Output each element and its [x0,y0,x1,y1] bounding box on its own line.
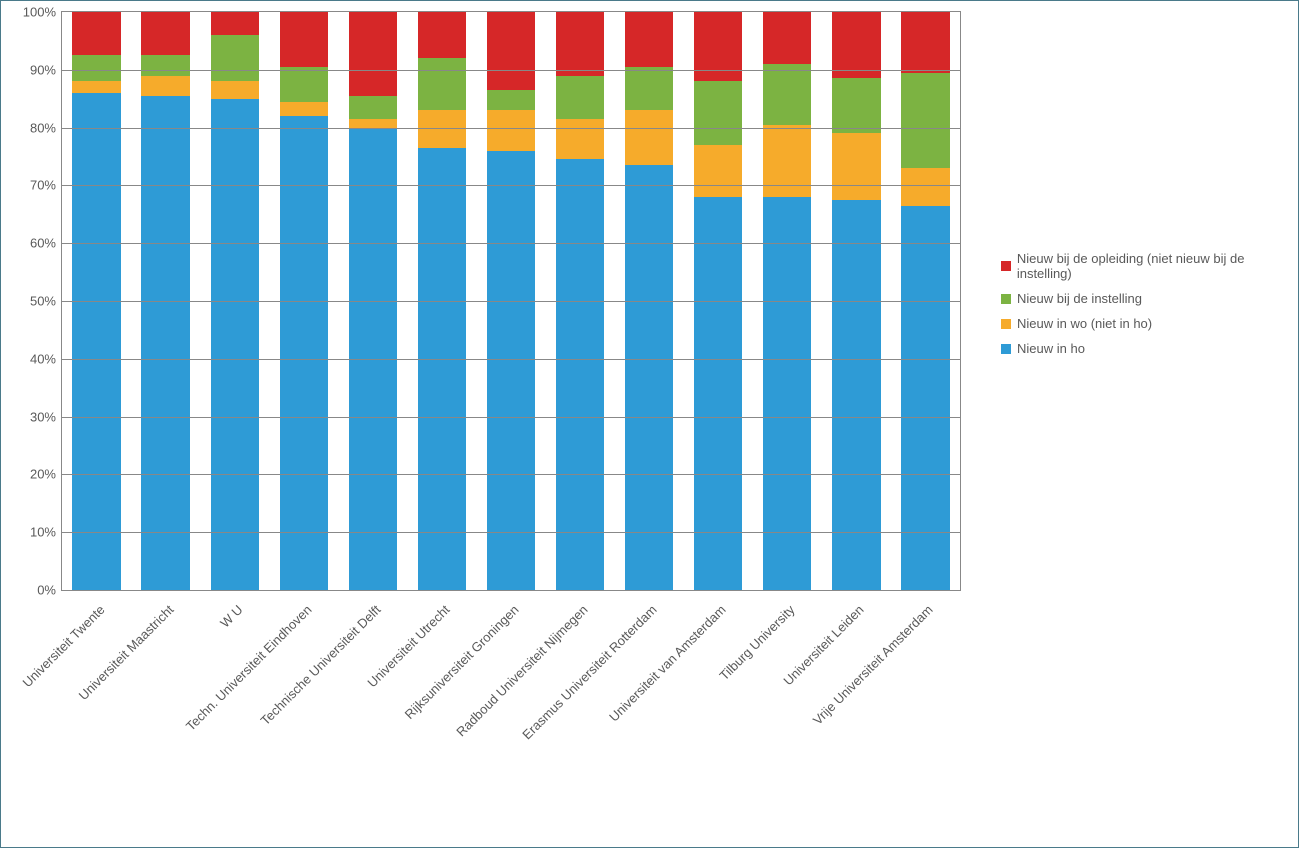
bar-segment-nieuw_in_ho [487,151,535,590]
bar-segment-nieuw_in_wo [832,133,880,199]
y-axis-label: 30% [30,409,56,424]
gridline [62,532,960,533]
bar-segment-nieuw_bij_instelling [487,90,535,110]
bar-segment-nieuw_bij_instelling [72,55,120,81]
legend-item: Nieuw bij de instelling [1001,291,1298,306]
bar-segment-nieuw_in_wo [556,119,604,159]
x-axis-label: Rijksuniversiteit Groningen [402,602,522,722]
bar-segment-nieuw_in_wo [625,110,673,165]
legend-item: Nieuw in ho [1001,341,1298,356]
bar-segment-nieuw_in_wo [280,102,328,116]
x-axis-label: Vrije Universiteit Amsterdam [810,602,936,728]
bar-segment-nieuw_in_ho [211,99,259,590]
gridline [62,417,960,418]
y-axis-label: 20% [30,467,56,482]
bar-segment-nieuw_bij_instelling [901,73,949,168]
y-axis-label: 50% [30,294,56,309]
bar-segment-nieuw_bij_opleiding [694,12,742,81]
x-axis-label: Universiteit van Amsterdam [606,602,728,724]
x-axis-label: Technische Universiteit Delft [257,602,383,728]
gridline [62,128,960,129]
bar-segment-nieuw_bij_instelling [141,55,189,75]
x-axis-label: Techn. Universiteit Eindhoven [183,602,315,734]
legend-item: Nieuw in wo (niet in ho) [1001,316,1298,331]
bar-segment-nieuw_bij_instelling [694,81,742,145]
bar-segment-nieuw_bij_opleiding [763,12,811,64]
y-axis-label: 80% [30,120,56,135]
legend-label: Nieuw bij de opleiding (niet nieuw bij d… [1017,251,1298,281]
legend-label: Nieuw in ho [1017,341,1085,356]
bar-segment-nieuw_bij_opleiding [72,12,120,55]
bar-segment-nieuw_in_wo [72,81,120,93]
bar-segment-nieuw_bij_opleiding [625,12,673,67]
y-axis-label: 40% [30,351,56,366]
bar-segment-nieuw_bij_opleiding [487,12,535,90]
bar-segment-nieuw_bij_opleiding [141,12,189,55]
bar-segment-nieuw_bij_instelling [349,96,397,119]
bar-segment-nieuw_bij_instelling [832,78,880,133]
y-axis-label: 100% [23,5,56,20]
bar-segment-nieuw_bij_instelling [418,58,466,110]
bar-segment-nieuw_in_wo [694,145,742,197]
bar-segment-nieuw_in_wo [211,81,259,98]
legend-label: Nieuw bij de instelling [1017,291,1142,306]
x-axis-label: Erasmus Universiteit Rotterdam [519,602,659,742]
y-axis-label: 60% [30,236,56,251]
bar-segment-nieuw_in_ho [280,116,328,590]
bar-segment-nieuw_in_wo [487,110,535,150]
bar-segment-nieuw_in_ho [72,93,120,590]
gridline [62,185,960,186]
bar-segment-nieuw_in_ho [625,165,673,590]
bar-segment-nieuw_bij_opleiding [556,12,604,76]
bar-segment-nieuw_bij_opleiding [901,12,949,73]
gridline [62,474,960,475]
bar-segment-nieuw_in_wo [901,168,949,206]
bar-segment-nieuw_bij_instelling [763,64,811,125]
legend-swatch [1001,261,1011,271]
y-axis-label: 70% [30,178,56,193]
bar-segment-nieuw_bij_opleiding [418,12,466,58]
bar-segment-nieuw_bij_opleiding [832,12,880,78]
legend: Nieuw bij de opleiding (niet nieuw bij d… [1001,251,1298,366]
bar-segment-nieuw_bij_opleiding [211,12,259,35]
bar-segment-nieuw_bij_opleiding [349,12,397,96]
bar-segment-nieuw_bij_opleiding [280,12,328,67]
legend-swatch [1001,319,1011,329]
legend-swatch [1001,294,1011,304]
bar-segment-nieuw_in_wo [349,119,397,128]
legend-item: Nieuw bij de opleiding (niet nieuw bij d… [1001,251,1298,281]
x-axis-label: Radboud Universiteit Nijmegen [453,602,590,739]
legend-label: Nieuw in wo (niet in ho) [1017,316,1152,331]
bar-segment-nieuw_bij_instelling [211,35,259,81]
y-axis-label: 10% [30,525,56,540]
bar-segment-nieuw_in_wo [141,76,189,96]
x-axis-label: W U [217,602,245,630]
gridline [62,301,960,302]
y-axis-label: 90% [30,62,56,77]
bar-segment-nieuw_in_ho [694,197,742,590]
chart-container: Universiteit TwenteUniversiteit Maastric… [0,0,1299,848]
gridline [62,243,960,244]
bar-segment-nieuw_bij_instelling [625,67,673,110]
plot-area: Universiteit TwenteUniversiteit Maastric… [61,11,961,591]
bar-segment-nieuw_in_ho [141,96,189,590]
legend-swatch [1001,344,1011,354]
bar-segment-nieuw_bij_instelling [556,76,604,119]
gridline [62,359,960,360]
bar-segment-nieuw_in_wo [418,110,466,148]
bar-segment-nieuw_in_ho [418,148,466,590]
bar-segment-nieuw_bij_instelling [280,67,328,102]
bar-segment-nieuw_in_ho [763,197,811,590]
y-axis-label: 0% [37,583,56,598]
gridline [62,70,960,71]
bar-segment-nieuw_in_ho [556,159,604,590]
